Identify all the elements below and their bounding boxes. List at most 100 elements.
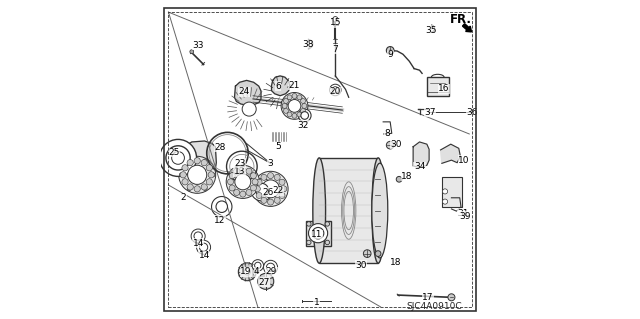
Text: 6: 6	[275, 82, 281, 91]
Circle shape	[187, 184, 193, 190]
Text: 21: 21	[289, 81, 300, 90]
Bar	[427, 77, 449, 96]
Circle shape	[191, 229, 205, 243]
Text: 34: 34	[414, 162, 425, 171]
Circle shape	[333, 17, 338, 22]
Text: 23: 23	[234, 159, 245, 168]
Circle shape	[255, 262, 261, 269]
Text: 13: 13	[234, 167, 245, 176]
Circle shape	[312, 227, 324, 239]
Ellipse shape	[372, 158, 385, 263]
Text: 32: 32	[298, 121, 309, 130]
Text: 24: 24	[239, 87, 250, 96]
Circle shape	[238, 263, 256, 281]
Text: 39: 39	[460, 212, 471, 221]
Bar	[306, 221, 330, 246]
Text: 14: 14	[199, 251, 210, 260]
Circle shape	[190, 50, 194, 54]
Circle shape	[274, 197, 280, 203]
Text: 36: 36	[467, 108, 478, 117]
Text: 17: 17	[422, 293, 433, 302]
Circle shape	[246, 168, 252, 174]
Circle shape	[194, 158, 200, 164]
Polygon shape	[271, 76, 290, 96]
Circle shape	[261, 174, 267, 181]
Circle shape	[298, 109, 311, 122]
Polygon shape	[440, 144, 460, 163]
Text: 7: 7	[332, 45, 338, 54]
Circle shape	[201, 184, 207, 190]
Circle shape	[287, 95, 292, 100]
Text: 33: 33	[193, 41, 204, 50]
Circle shape	[246, 189, 252, 196]
Circle shape	[442, 189, 447, 194]
Circle shape	[234, 168, 239, 174]
Polygon shape	[413, 142, 429, 167]
Text: 8: 8	[384, 130, 390, 138]
Polygon shape	[234, 80, 261, 105]
Circle shape	[297, 112, 302, 117]
Circle shape	[264, 260, 278, 274]
Circle shape	[252, 179, 258, 185]
Circle shape	[281, 93, 308, 119]
Circle shape	[244, 269, 250, 275]
Circle shape	[182, 165, 188, 171]
Circle shape	[188, 187, 191, 190]
Circle shape	[279, 192, 285, 198]
Text: 16: 16	[438, 84, 449, 93]
Circle shape	[297, 95, 302, 100]
Circle shape	[287, 112, 292, 117]
Circle shape	[188, 165, 207, 184]
Circle shape	[211, 173, 215, 177]
Circle shape	[301, 99, 305, 103]
Circle shape	[255, 183, 268, 196]
Text: 2: 2	[180, 193, 186, 202]
Circle shape	[256, 179, 262, 185]
Circle shape	[364, 250, 371, 257]
Circle shape	[375, 251, 381, 256]
Circle shape	[194, 232, 202, 240]
Text: 35: 35	[425, 26, 436, 35]
Circle shape	[208, 172, 214, 178]
Circle shape	[301, 108, 305, 113]
Circle shape	[282, 103, 287, 108]
Circle shape	[159, 139, 196, 176]
Circle shape	[216, 201, 227, 212]
Circle shape	[262, 180, 280, 198]
Circle shape	[240, 167, 246, 173]
Circle shape	[204, 159, 207, 163]
Circle shape	[254, 186, 260, 192]
Text: 30: 30	[355, 261, 367, 270]
Text: 18: 18	[401, 172, 413, 181]
Circle shape	[172, 152, 184, 164]
Circle shape	[256, 192, 262, 198]
Circle shape	[206, 179, 212, 185]
Bar	[319, 158, 378, 263]
Text: FR.: FR.	[450, 13, 472, 26]
Circle shape	[212, 197, 232, 217]
Circle shape	[227, 179, 234, 185]
Ellipse shape	[372, 163, 388, 258]
Text: 10: 10	[458, 156, 470, 165]
Circle shape	[250, 173, 257, 179]
Circle shape	[307, 240, 311, 245]
Text: 4: 4	[254, 267, 260, 276]
Circle shape	[279, 179, 285, 185]
Circle shape	[251, 179, 273, 201]
Text: 1: 1	[314, 298, 320, 307]
Circle shape	[226, 165, 259, 198]
Circle shape	[292, 113, 297, 118]
Circle shape	[308, 224, 328, 243]
Text: 27: 27	[259, 278, 270, 287]
Circle shape	[187, 160, 193, 166]
Text: 19: 19	[240, 267, 252, 276]
Circle shape	[268, 173, 273, 179]
Text: 28: 28	[215, 143, 226, 152]
Circle shape	[258, 273, 274, 289]
Circle shape	[301, 112, 308, 119]
Circle shape	[292, 93, 297, 99]
Text: 26: 26	[262, 188, 274, 197]
Circle shape	[206, 165, 212, 171]
Text: 14: 14	[193, 239, 204, 248]
Circle shape	[240, 191, 246, 197]
